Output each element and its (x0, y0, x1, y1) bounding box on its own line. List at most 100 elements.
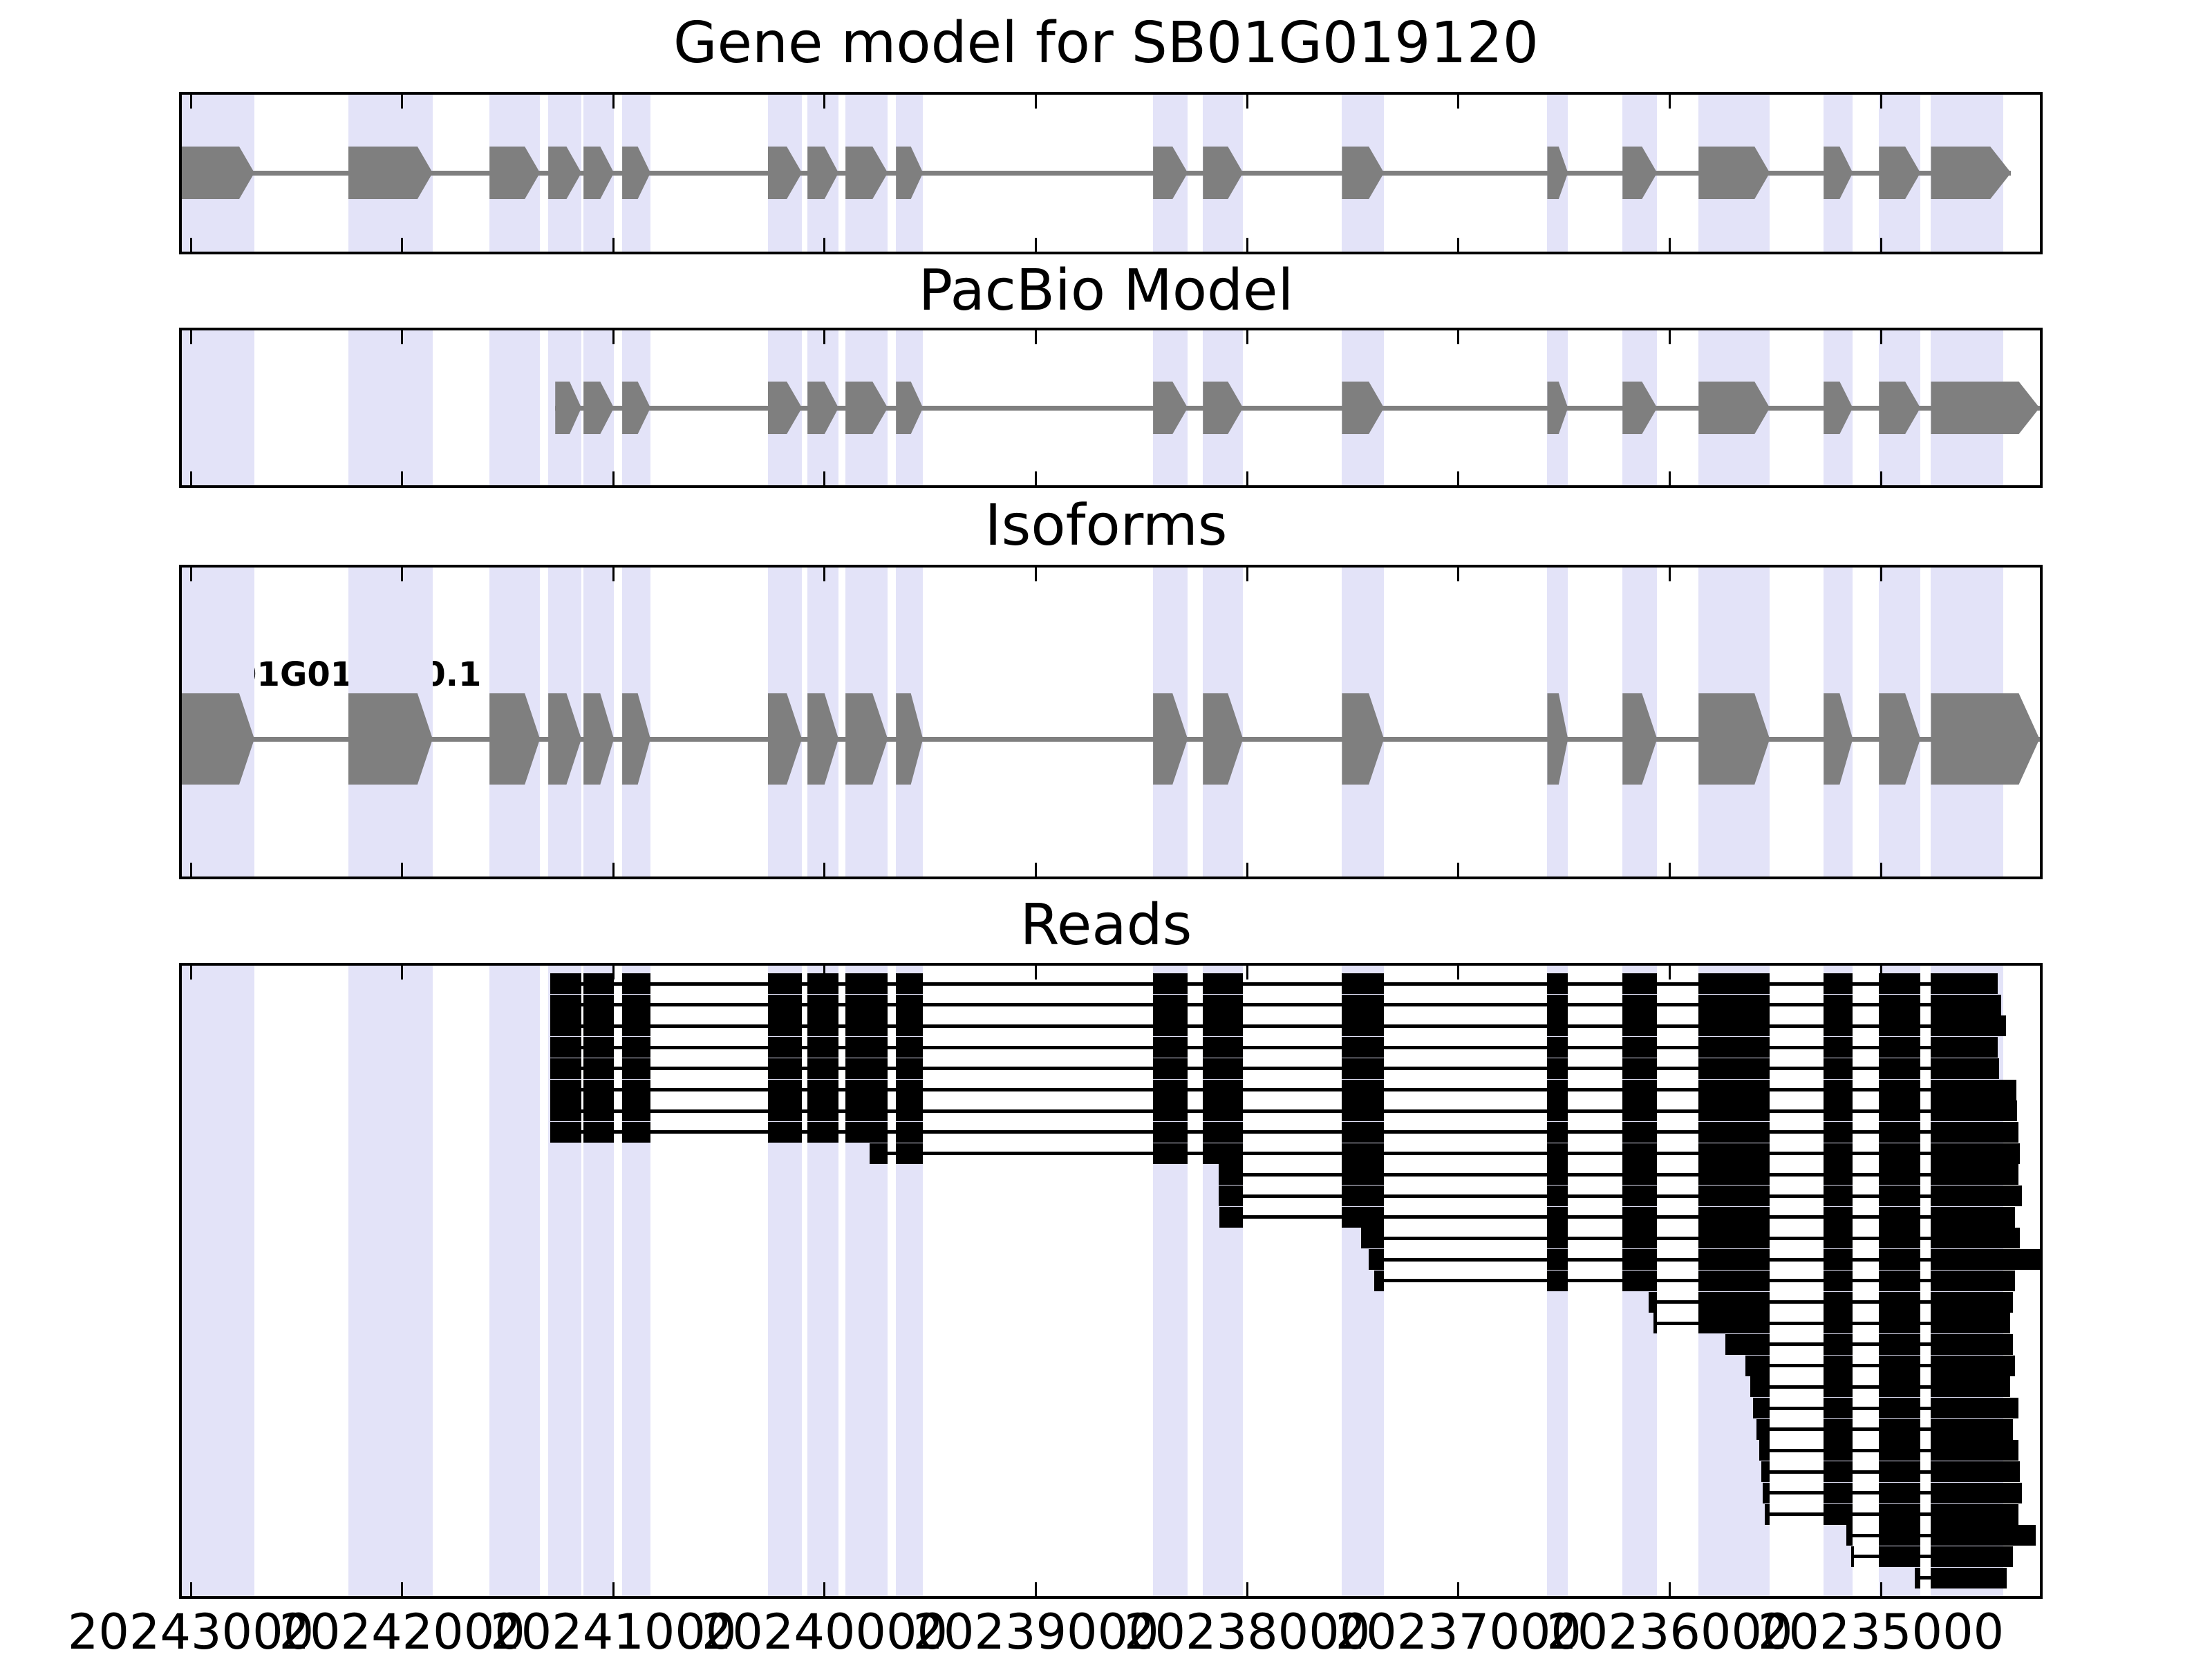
axis-tick (189, 568, 192, 581)
axis-tick (612, 966, 615, 980)
axis-tick (823, 863, 826, 877)
read-exon-block (1622, 1079, 1658, 1100)
read-exon-block (1879, 994, 1921, 1015)
axis-tick-label: 20236000 (1546, 1604, 1793, 1659)
read-exon-block (1203, 1100, 1244, 1122)
read-exon-block (845, 994, 888, 1015)
axis-tick (1668, 966, 1671, 980)
read-exon-block (1824, 1164, 1853, 1185)
read-exon-block (1342, 973, 1385, 994)
read-exon-block (1824, 973, 1853, 994)
exon-arrow (1698, 693, 1770, 785)
read-exon-block (1879, 1143, 1921, 1164)
read-exon-block (1879, 1270, 1921, 1291)
read-exon-block (1218, 1164, 1244, 1185)
axis-tick (823, 238, 826, 252)
read-line (550, 1067, 2000, 1071)
read-exon-block (1931, 1418, 2014, 1440)
read-exon-block (1698, 1037, 1770, 1058)
read-exon-block (845, 1121, 888, 1143)
read-exon-block (1931, 1206, 2016, 1228)
read-exon-block (1824, 1037, 1853, 1058)
read-exon-block (1698, 1270, 1770, 1291)
read-exon-block (1622, 1015, 1658, 1037)
read-exon-block (1824, 994, 1853, 1015)
read-exon-block (1824, 1418, 1853, 1440)
read-exon-block (1153, 1121, 1188, 1143)
read-exon-block (1547, 1121, 1568, 1143)
read-line (1219, 1194, 2023, 1198)
read-exon-block (845, 1058, 888, 1079)
read-exon-block (1931, 1270, 2016, 1291)
read-exon-block (807, 1100, 839, 1122)
axis-tick (401, 568, 404, 581)
read-exon-block (550, 1037, 582, 1058)
read-exon-block (1764, 1503, 1770, 1525)
read-exon-block (1725, 1333, 1770, 1355)
read-exon-block (1653, 1313, 1658, 1334)
axis-tick-label: 20239000 (912, 1604, 1159, 1659)
read-exon-block (1879, 1482, 1921, 1503)
read-exon-block (1374, 1270, 1385, 1291)
read-exon-block (622, 994, 651, 1015)
axis-tick (1457, 966, 1460, 980)
read-exon-block (1824, 1461, 1853, 1483)
read-exon-block (550, 1100, 582, 1122)
read-exon-block (1547, 1100, 1568, 1122)
read-exon-block (807, 1079, 839, 1100)
read-exon-block (1342, 1143, 1385, 1164)
read-exon-block (583, 1015, 615, 1037)
read-exon-block (767, 994, 803, 1015)
read-exon-block (845, 1015, 888, 1037)
axis-tick (401, 1582, 404, 1596)
read-exon-block (1824, 1270, 1853, 1291)
axis-tick (1246, 330, 1248, 344)
read-exon-block (1547, 994, 1568, 1015)
axis-tick (1880, 863, 1882, 877)
read-exon-block (845, 1079, 888, 1100)
read-exon-block (1698, 1164, 1770, 1185)
read-exon-block (1547, 1206, 1568, 1228)
axis-tick (1668, 95, 1671, 109)
axis-tick (1246, 1582, 1248, 1596)
panel-pacbio-model (179, 328, 2043, 488)
read-exon-block (1931, 1058, 2000, 1079)
axis-tick-label: 20240000 (701, 1604, 948, 1659)
read-line (1361, 1236, 2021, 1240)
read-exon-block (767, 1058, 803, 1079)
read-exon-block (1342, 1058, 1385, 1079)
axis-tick (1457, 471, 1460, 485)
read-exon-block (1698, 1100, 1770, 1122)
read-exon-block (1931, 1376, 2011, 1398)
read-line (550, 1088, 2016, 1091)
read-exon-block (1153, 994, 1188, 1015)
axis-tick (1457, 863, 1460, 877)
read-exon-block (1622, 1121, 1658, 1143)
read-exon-block (583, 1058, 615, 1079)
axis-tick (1668, 863, 1671, 877)
read-exon-block (622, 1121, 651, 1143)
read-line (550, 1045, 1998, 1049)
read-exon-block (1153, 1058, 1188, 1079)
read-exon-block (1698, 1143, 1770, 1164)
read-exon-block (807, 973, 839, 994)
read-exon-block (807, 1037, 839, 1058)
read-exon-block (807, 1015, 839, 1037)
axis-tick (823, 1582, 826, 1596)
axis-tick (1668, 330, 1671, 344)
read-exon-block (1846, 1525, 1853, 1546)
read-exon-block (1879, 973, 1921, 994)
axis-tick (823, 471, 826, 485)
read-exon-block (1824, 1355, 1853, 1376)
axis-tick (823, 568, 826, 581)
read-exon-block (1622, 973, 1658, 994)
exon-highlight-band (348, 330, 433, 485)
axis-tick (189, 95, 192, 109)
read-exon-block (1368, 1249, 1385, 1271)
axis-tick (1880, 568, 1882, 581)
read-exon-block (1547, 973, 1568, 994)
read-exon-block (1698, 1313, 1770, 1334)
read-exon-block (583, 1121, 615, 1143)
read-exon-block (1879, 1546, 1921, 1567)
exon-highlight-band (489, 330, 541, 485)
